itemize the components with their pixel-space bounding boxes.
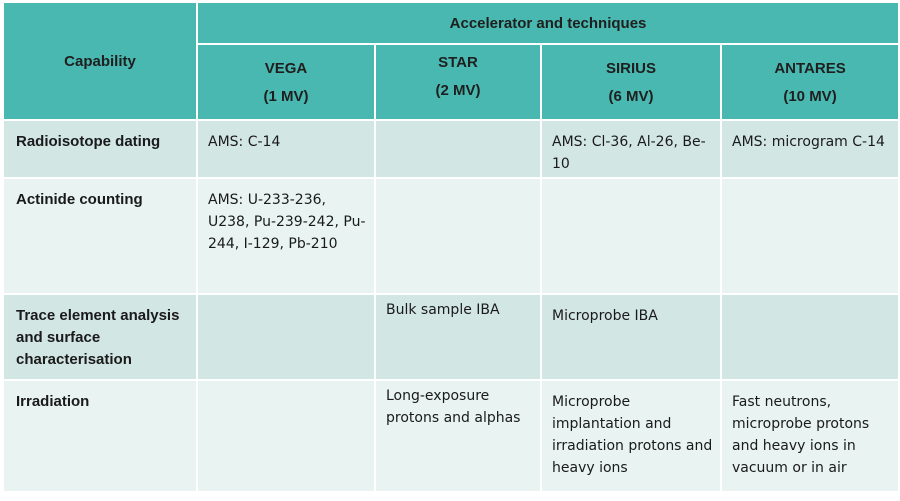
row-capability-label: Trace element analysis and surface chara… — [2, 293, 198, 381]
capability-table: Capability Accelerator and techniques VE… — [2, 1, 900, 493]
header-row-accelerators: VEGA (1 MV) STAR (2 MV) SIRIUS (6 MV) AN… — [3, 43, 900, 121]
table-cell-sirius: Microprobe implantation and irradiation … — [540, 379, 722, 493]
table-row-actinide-counting: Actinide counting AMS: U-233-236, U238, … — [2, 177, 900, 295]
row-capability-label: Irradiation — [2, 379, 198, 493]
table-cell-star — [374, 119, 542, 179]
accelerator-voltage: (10 MV) — [783, 88, 837, 105]
table-cell-sirius: AMS: Cl-36, Al-26, Be-10 — [540, 119, 722, 179]
accelerator-voltage: (6 MV) — [608, 88, 654, 105]
table-cell-antares — [719, 293, 900, 381]
table-cell-antares: AMS: microgram C-14 — [719, 119, 900, 179]
table-cell-vega: AMS: U-233-236, U238, Pu-239-242, Pu-244… — [196, 177, 376, 295]
row-capability-label: Radioisotope dating — [2, 119, 198, 179]
accelerator-name: VEGA — [264, 60, 308, 77]
table-cell-vega — [196, 379, 376, 493]
table-cell-vega — [196, 293, 376, 381]
table-row-trace-element-analysis: Trace element analysis and surface chara… — [2, 293, 900, 381]
capability-header: Capability — [2, 1, 198, 121]
accelerator-name: ANTARES — [774, 60, 846, 77]
header-row-top: Capability Accelerator and techniques — [2, 1, 900, 121]
accelerator-header-vega: VEGA (1 MV) — [196, 43, 376, 121]
row-capability-label: Actinide counting — [2, 177, 198, 295]
table-cell-antares — [719, 177, 900, 295]
table-cell-antares: Fast neutrons, microprobe protons and he… — [719, 379, 900, 493]
table-cell-star: Bulk sample IBA — [374, 293, 542, 381]
table-cell-sirius: Microprobe IBA — [540, 293, 722, 381]
accelerator-group-header: Accelerator and techniques — [195, 1, 900, 45]
accelerator-voltage: (1 MV) — [263, 88, 309, 105]
accelerator-voltage: (2 MV) — [435, 82, 481, 99]
table-cell-sirius — [540, 177, 722, 295]
accelerator-name: STAR — [438, 54, 478, 71]
table-cell-star: Long-exposure protons and alphas — [374, 379, 542, 493]
accelerator-name: SIRIUS — [605, 60, 656, 77]
accelerator-header-star: STAR (2 MV) — [374, 43, 542, 121]
table-row-irradiation: Irradiation Long-exposure protons and al… — [2, 379, 900, 493]
accelerator-header-sirius: SIRIUS (6 MV) — [540, 43, 722, 121]
accelerator-header-antares: ANTARES (10 MV) — [719, 43, 900, 121]
table-cell-star — [374, 177, 542, 295]
table-row-radioisotope-dating: Radioisotope dating AMS: C-14 AMS: Cl-36… — [2, 119, 900, 179]
table-cell-vega: AMS: C-14 — [196, 119, 376, 179]
